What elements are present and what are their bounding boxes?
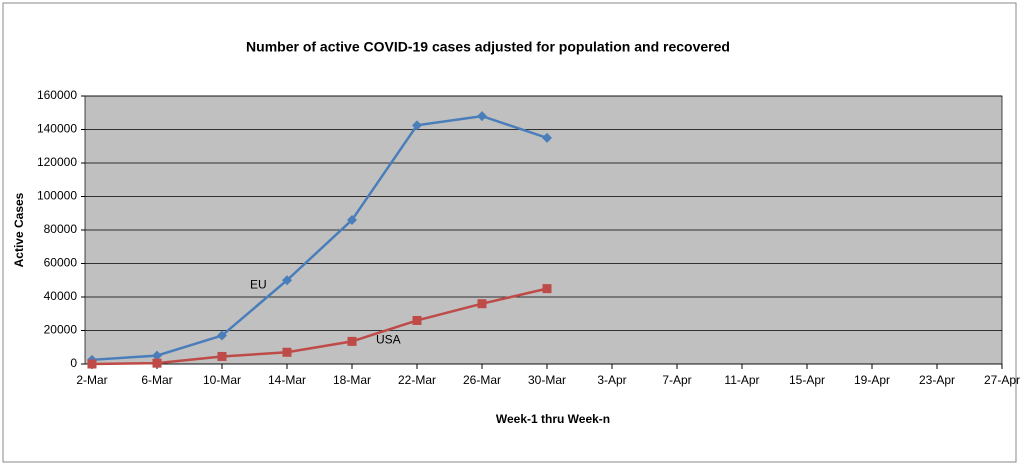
marker xyxy=(542,132,552,143)
y-tick-label: 140000 xyxy=(37,122,77,136)
x-tick-label: 11-Apr xyxy=(724,373,759,387)
marker xyxy=(217,351,227,361)
marker xyxy=(282,275,292,286)
marker xyxy=(87,359,97,369)
chart-title: Number of active COVID-19 cases adjusted… xyxy=(246,39,730,55)
x-tick-label: 26-Mar xyxy=(463,373,501,387)
x-tick-label: 23-Apr xyxy=(919,373,955,387)
y-tick-label: 120000 xyxy=(37,155,77,169)
y-axis-label: Active Cases xyxy=(12,192,26,267)
x-tick-label: 15-Apr xyxy=(789,373,825,387)
y-tick-label: 160000 xyxy=(37,88,77,102)
marker xyxy=(152,350,162,361)
marker xyxy=(542,284,552,294)
x-tick-label: 3-Apr xyxy=(597,373,626,387)
x-tick-label: 22-Mar xyxy=(398,373,436,387)
y-tick-label: 80000 xyxy=(44,222,78,236)
y-tick-label: 60000 xyxy=(44,256,78,270)
series-line xyxy=(91,287,548,366)
marker xyxy=(412,120,422,131)
marker xyxy=(347,214,357,225)
x-tick-label: 6-Mar xyxy=(141,373,172,387)
marker xyxy=(347,336,357,346)
y-tick-label: 40000 xyxy=(44,289,78,303)
x-tick-label: 7-Apr xyxy=(662,373,691,387)
x-tick-label: 19-Apr xyxy=(854,373,890,387)
marker xyxy=(217,330,227,341)
y-tick-label: 20000 xyxy=(44,323,78,337)
marker xyxy=(477,111,487,122)
x-tick-label: 30-Mar xyxy=(528,373,566,387)
marker xyxy=(152,358,162,368)
x-tick-label: 14-Mar xyxy=(268,373,306,387)
x-tick-label: 2-Mar xyxy=(76,373,107,387)
marker xyxy=(412,315,422,325)
x-tick-label: 10-Mar xyxy=(203,373,241,387)
marker xyxy=(282,347,292,357)
series-label: EU xyxy=(250,277,267,291)
y-tick-label: 0 xyxy=(70,356,77,370)
x-tick-label: 27-Apr xyxy=(984,373,1020,387)
series-label: USA xyxy=(376,333,401,347)
series-line xyxy=(91,114,548,362)
marker xyxy=(477,299,487,309)
x-axis-label: Week-1 thru Week-n xyxy=(496,412,610,426)
y-tick-label: 100000 xyxy=(37,189,77,203)
x-tick-label: 18-Mar xyxy=(333,373,371,387)
